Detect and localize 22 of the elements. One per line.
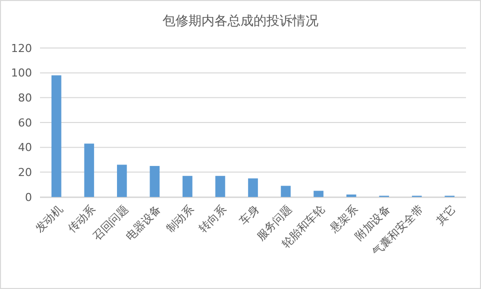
y-tick-label: 120 (11, 42, 32, 55)
bar (314, 190, 324, 197)
y-tick-label: 100 (11, 66, 32, 80)
bar (84, 144, 94, 197)
bar (215, 176, 226, 197)
y-tick-label: 20 (18, 166, 32, 180)
bar (182, 176, 192, 197)
x-tick-label: 其它 (434, 202, 458, 228)
x-tick-label: 发动机 (32, 202, 66, 236)
bar (280, 186, 291, 197)
x-tick-label: 转向系 (196, 202, 230, 236)
x-tick-label: 车身 (237, 202, 262, 228)
chart-title: 包修期内各总成的投诉情况 (162, 14, 318, 29)
x-tick-label: 制动系 (164, 202, 196, 236)
bar (51, 75, 62, 197)
y-tick-label: 80 (18, 92, 32, 105)
y-tick-label: 60 (18, 116, 32, 130)
y-tick-label: 40 (18, 141, 32, 154)
bar (248, 178, 258, 197)
y-tick-label: 0 (25, 190, 32, 204)
bar (117, 164, 127, 197)
bar (150, 166, 160, 197)
